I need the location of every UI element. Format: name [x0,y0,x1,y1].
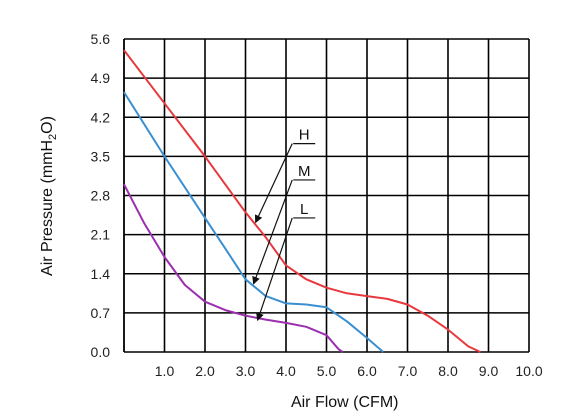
grid [123,38,530,353]
series-line-m [123,91,384,353]
y-tick-label: 2.8 [91,188,111,204]
y-axis-title-main: Air Pressure (mmH [39,140,56,276]
y-tick-label: 2.1 [91,227,111,243]
x-tick-label: 1.0 [155,363,175,379]
x-tick-label: 9.0 [479,363,499,379]
y-tick-label: 4.2 [91,109,111,125]
y-tick-label: 1.4 [91,266,111,282]
x-tick-label: 4.0 [276,363,296,379]
y-axis-title-end: O) [39,116,56,134]
callout-arrow [252,179,293,285]
series-line-l [123,183,344,353]
x-tick-label: 8.0 [438,363,458,379]
x-tick-label: 3.0 [236,363,256,379]
y-tick-label: 5.6 [91,31,111,47]
callout-label-m: M [298,163,311,180]
series-line-h [123,49,481,353]
callout-layer: H M L [252,127,316,322]
series-layer [123,49,481,353]
y-tick-label: 4.9 [91,70,111,86]
callout-label-l: L [300,201,308,218]
x-axis-title: Air Flow (CFM) [291,394,399,411]
x-tick-label: 2.0 [195,363,215,379]
y-axis-title: Air Pressure (mmH2O) [39,116,59,276]
callout-label-h: H [299,127,310,144]
callout-arrow [254,143,293,224]
y-axis-title-subscript: 2 [47,134,59,140]
callout-arrow [256,217,293,322]
x-tick-label: 10.0 [515,363,542,379]
y-tick-label: 0.0 [91,344,111,360]
x-tick-label: 7.0 [398,363,418,379]
x-tick-label: 5.0 [317,363,337,379]
y-tick-label: 0.7 [91,305,111,321]
y-tick-label: 3.5 [91,148,111,164]
x-tick-label: 6.0 [357,363,377,379]
tick-labels: 1.0 2.0 3.0 4.0 5.0 6.0 7.0 8.0 9.0 10.0 0.0 0.7 1.4… [91,31,543,379]
